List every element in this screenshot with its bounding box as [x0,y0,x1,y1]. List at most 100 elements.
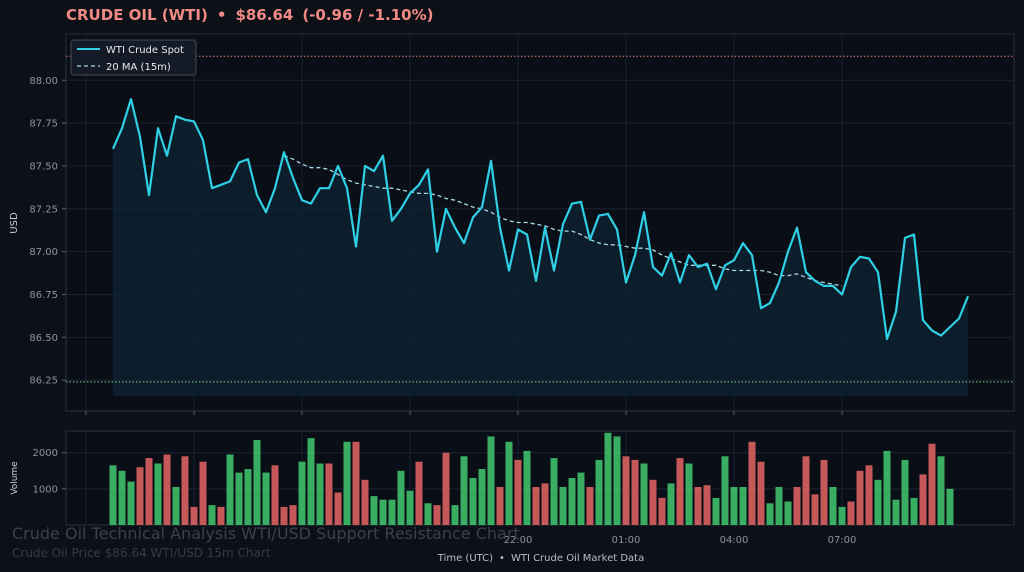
volume-bar [505,441,513,525]
volume-bar [640,463,648,525]
volume-bar [892,499,900,525]
volume-bar [550,458,558,525]
price-area [113,99,968,396]
volume-bar [919,474,927,525]
volume-bar [136,467,144,525]
volume-bar [712,497,720,525]
price-y-tick-label: 87.25 [29,204,58,215]
volume-bar [487,436,495,525]
volume-bar [316,463,324,525]
volume-y-axis-label: Volume [10,461,20,495]
x-tick-label: 04:00 [720,535,749,546]
volume-y-tick-label: 2000 [33,448,58,459]
volume-bar [784,501,792,525]
volume-bar [154,463,162,525]
volume-bar [793,487,801,525]
volume-bar [802,456,810,525]
volume-bar [343,441,351,525]
volume-bar [874,479,882,525]
volume-bar [586,487,594,525]
volume-bar [361,479,369,525]
x-axis-label-text: Time (UTC) [437,553,493,564]
volume-bar [829,487,837,525]
price-y-axis-label: USD [9,212,20,234]
header-symbol: CRUDE OIL (WTI) [66,6,208,24]
price-y-tick-label: 86.25 [29,376,58,387]
volume-bar [856,470,864,525]
x-tick-label: 07:00 [828,535,857,546]
volume-bar [514,459,522,525]
price-lines [111,97,970,341]
volume-y-ticks: 1000 2000 [33,448,66,495]
legend-ma-label: 20 MA (15m) [106,62,171,73]
price-y-tick-label: 87.00 [29,247,58,258]
volume-bar [460,456,468,525]
spot-series-line [111,97,970,341]
volume-bar [298,461,306,525]
volume-bar [451,505,459,525]
volume-bar [541,483,549,525]
volume-bar [604,432,612,525]
volume-bar [838,506,846,525]
volume-bar [199,461,207,525]
header-change: (-0.96 / -1.10%) [302,6,433,24]
volume-bar [721,456,729,525]
volume-bar [730,487,738,525]
price-y-ticks: 86.25 86.50 86.75 87.00 87.25 87.50 87.75 88.00 [29,76,66,387]
volume-bar [370,496,378,525]
price-y-tick-label: 87.75 [29,119,58,130]
volume-bar [532,487,540,525]
volume-bar [649,479,657,525]
volume-bar [820,459,828,525]
volume-bar [703,485,711,525]
x-tick-label: 01:00 [612,535,641,546]
volume-bar [910,497,918,525]
volume-bar [928,443,936,525]
volume-bar [469,478,477,525]
spot-area-fill [113,99,968,396]
volume-y-tick-label: 1000 [33,484,58,495]
volume-bar [181,456,189,525]
volume-bar [739,487,747,525]
volume-bar [406,490,414,525]
volume-bar [217,506,225,525]
volume-bar [811,494,819,525]
volume-bar [946,488,954,525]
volume-bar [577,472,585,525]
x-axis-label-source: WTI Crude Oil Market Data [511,553,644,564]
price-y-tick-label: 87.50 [29,161,58,172]
header-separator: • [217,6,227,24]
volume-bar [685,463,693,525]
volume-bar [208,505,216,525]
volume-bar [334,492,342,525]
legend: WTI Crude Spot 20 MA (15m) [70,39,197,76]
x-ticks: 22:00 01:00 04:00 07:00 [504,535,857,546]
volume-bar [442,452,450,525]
volume-bars [109,432,954,525]
volume-bar [271,465,279,525]
volume-bar [748,441,756,525]
header-price: $86.64 [235,6,293,24]
volume-bar [352,441,360,525]
volume-bar [145,458,153,525]
volume-bar [478,469,486,525]
volume-bar [658,497,666,525]
volume-bar [307,438,315,525]
volume-bar [163,454,171,525]
volume-bar [262,472,270,525]
volume-bar [883,450,891,525]
volume-bar [568,478,576,525]
volume-bar [757,461,765,525]
volume-bar [667,483,675,525]
support-resistance-lines [66,55,1014,383]
volume-bar [280,506,288,525]
watermark-title: Crude Oil Technical Analysis WTI/USD Sup… [12,524,520,543]
volume-bar [613,436,621,525]
volume-bar [118,470,126,525]
volume-bar [325,463,333,525]
volume-bar [253,440,261,525]
volume-bar [397,470,405,525]
price-y-tick-label: 86.75 [29,290,58,301]
